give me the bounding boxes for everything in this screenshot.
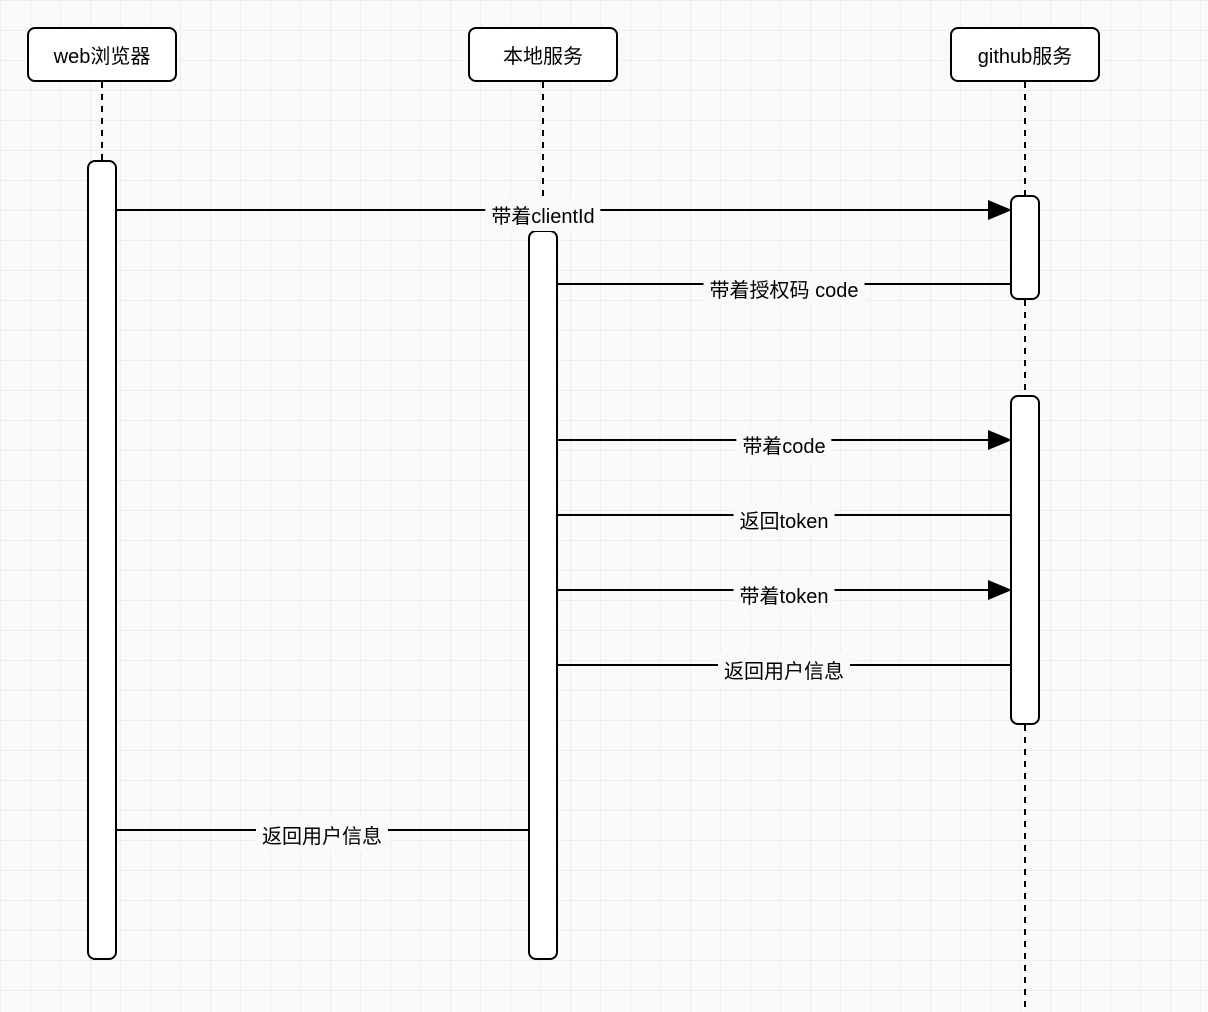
participant-web: web浏览器 bbox=[27, 27, 177, 82]
activation-local bbox=[528, 230, 558, 960]
msg-label-2: 带着授权码 code bbox=[704, 272, 865, 305]
msg-label-7: 返回用户信息 bbox=[256, 818, 388, 851]
activation-github-1 bbox=[1010, 195, 1040, 300]
msg-label-3: 带着code bbox=[736, 428, 831, 461]
msg-label-4: 返回token bbox=[734, 503, 835, 536]
activation-web bbox=[87, 160, 117, 960]
activation-github-2 bbox=[1010, 395, 1040, 725]
msg-label-1: 带着clientId bbox=[485, 198, 600, 231]
participant-label: github服务 bbox=[978, 40, 1073, 69]
participant-github: github服务 bbox=[950, 27, 1100, 82]
participant-label: web浏览器 bbox=[54, 40, 151, 69]
msg-label-5: 带着token bbox=[734, 578, 835, 611]
participant-label: 本地服务 bbox=[503, 40, 583, 69]
msg-label-6: 返回用户信息 bbox=[718, 653, 850, 686]
participant-local: 本地服务 bbox=[468, 27, 618, 82]
